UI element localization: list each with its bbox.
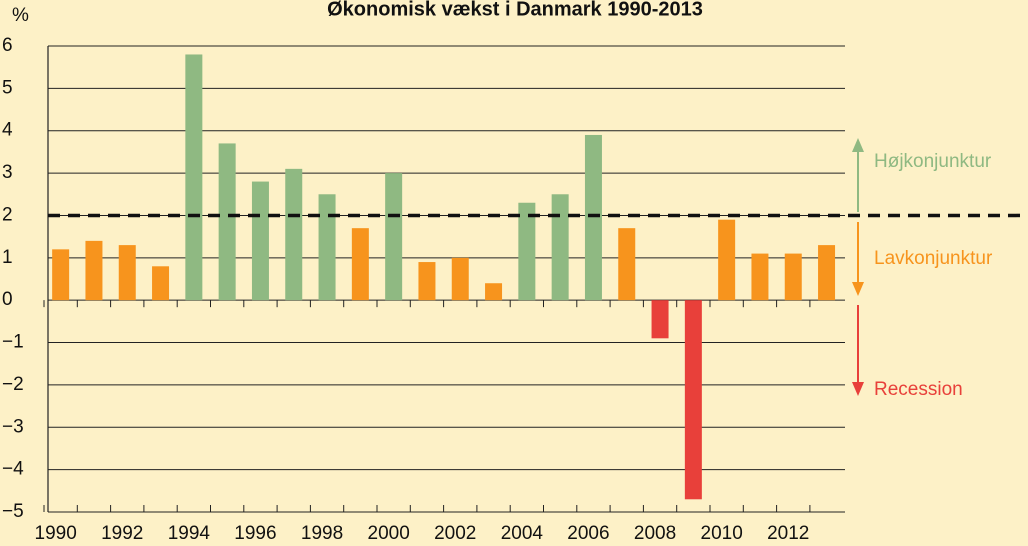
arrow-head (852, 138, 864, 152)
bar (818, 245, 836, 301)
bar (784, 253, 802, 301)
y-tick-label: 4 (2, 120, 13, 141)
y-tick-label: 3 (2, 162, 13, 183)
x-tick-label: 2002 (434, 523, 476, 544)
bar (385, 173, 403, 301)
y-tick-label: −2 (2, 374, 24, 395)
bar (751, 253, 769, 301)
x-tick-label: 2008 (634, 523, 676, 544)
bar (218, 143, 236, 301)
bar (651, 300, 669, 339)
x-tick-label: 2010 (701, 523, 743, 544)
arrow-head (852, 382, 864, 396)
x-tick-label: 2004 (501, 523, 544, 544)
annotation: Lavkonjunktur (874, 248, 993, 269)
y-tick-label: −3 (2, 416, 24, 437)
bar (318, 194, 336, 301)
bar (152, 266, 170, 301)
x-tick-label: 1996 (234, 523, 276, 544)
bar (718, 219, 736, 301)
y-tick-label: −1 (2, 332, 24, 353)
bar (118, 245, 136, 301)
y-tick-label: 1 (2, 247, 13, 268)
annotation: Recession (874, 379, 963, 400)
bar (518, 202, 536, 301)
x-tick-label: 2012 (767, 523, 809, 544)
bar (85, 240, 103, 301)
annotation: Højkonjunktur (874, 151, 992, 172)
y-tick-label: −5 (2, 501, 24, 522)
bar (418, 262, 436, 301)
x-tick-label: 1994 (168, 523, 211, 544)
y-tick-label: 0 (2, 289, 13, 310)
chart-title: Økonomisk vækst i Danmark 1990-2013 (327, 0, 703, 20)
x-tick-label: 2006 (567, 523, 609, 544)
x-tick-label: 1998 (301, 523, 343, 544)
x-tick-label: 1992 (101, 523, 143, 544)
y-tick-label: 6 (2, 35, 13, 56)
bar (684, 300, 702, 500)
bar (285, 168, 303, 301)
bar (351, 228, 369, 301)
bar (185, 54, 203, 301)
arrow-head (852, 282, 864, 296)
bar (618, 228, 636, 301)
bar (52, 249, 70, 301)
bar (584, 134, 602, 301)
y-tick-label: 5 (2, 77, 13, 98)
bar (451, 257, 469, 301)
y-tick-label: −4 (2, 459, 24, 480)
bar (485, 283, 503, 301)
x-tick-label: 2000 (368, 523, 410, 544)
x-tick-label: 1990 (35, 523, 77, 544)
y-tick-label: 2 (2, 204, 13, 225)
bar (251, 181, 269, 301)
y-axis-label: % (12, 5, 29, 26)
bar (551, 194, 569, 301)
